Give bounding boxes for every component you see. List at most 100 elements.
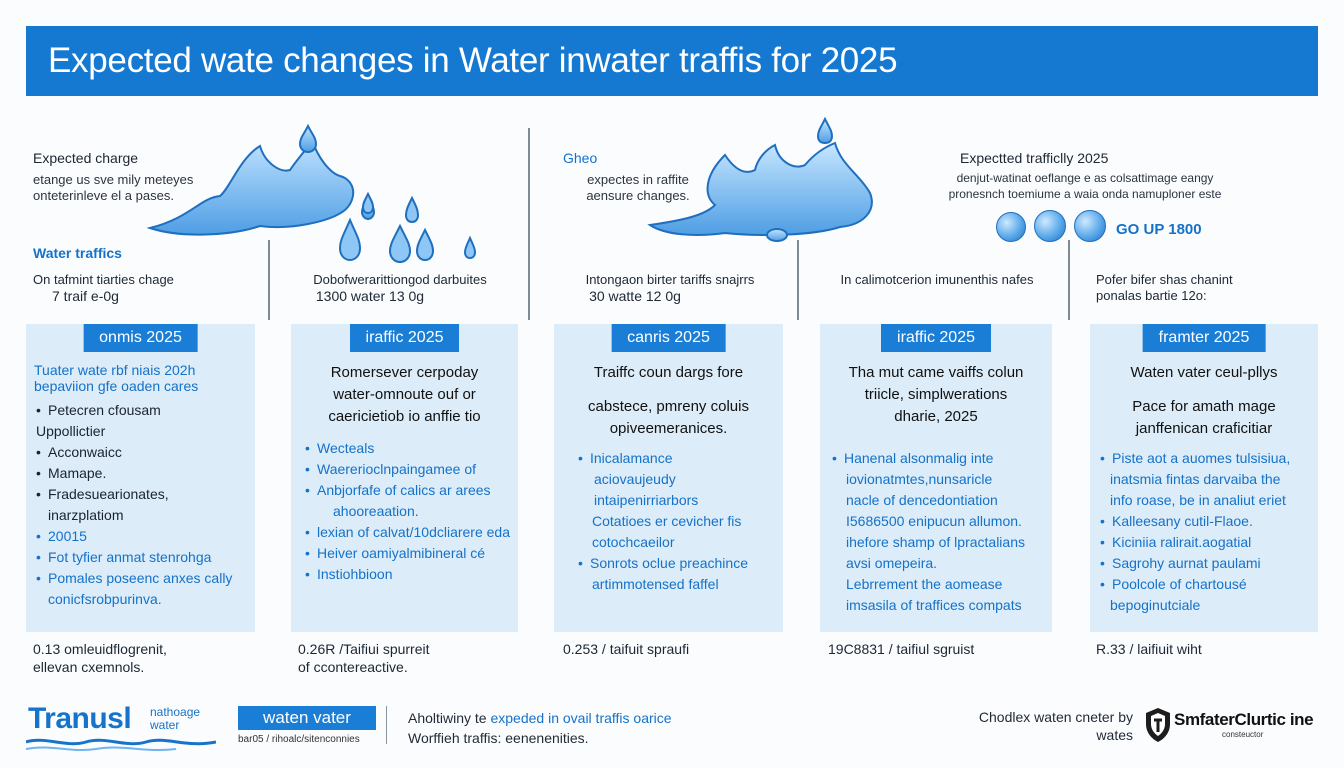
card-3-item-3: intaipenirriarbors (594, 492, 699, 508)
card-4-item-4: I5686500 enipucun allumon. (846, 513, 1022, 529)
brand-sub: consteuctor (1222, 730, 1264, 739)
card-2-tag: iraffic 2025 (349, 324, 460, 352)
water-traffics-label: Water traffics (33, 245, 122, 261)
card-1-item-5: Fradesuearionates, (36, 484, 232, 505)
footer-credit: Chodlex waten cneter by wates (955, 708, 1133, 744)
card-2: iraffic 2025 Romersever cerpoday water-o… (291, 324, 518, 632)
col3-footer: 0.253 / taifuit spraufi (563, 640, 689, 658)
top-right-heading: Expectted trafficlly 2025 (960, 150, 1109, 166)
card-2-description: Romersever cerpoday water-omnoute ouf or… (291, 362, 518, 428)
card-1-item-4: Mamape. (36, 463, 232, 484)
divider-4 (1068, 240, 1070, 320)
card-1-item-10: conicfsrobpurinva. (48, 591, 162, 607)
card-4-description: Tha mut came vaiffs colun triicle, simpl… (820, 362, 1052, 428)
top-left-text-2: onteterinleve el a pases. (33, 188, 174, 203)
card-4-item-7: Lebrrement the aomease (846, 576, 1003, 592)
col2-head-1: Dobofwerarittiongod darbuites (313, 272, 487, 287)
card-5-desc-line-4: janffenican craficitiar (1135, 420, 1273, 437)
tranusl-logo: Tranusl (28, 702, 132, 735)
wave-icon (26, 738, 216, 752)
bubble-icon-2 (1034, 210, 1066, 242)
footer-note-prefix: Aholtiwiny te (408, 710, 487, 726)
top-left-text-1: etange us sve mily meteyes (33, 172, 194, 187)
tranusl-logo-sub-1: nathoage (150, 705, 201, 719)
card-1-item-9: Pomales poseenc anxes cally (36, 568, 232, 589)
divider-3 (797, 240, 799, 320)
card-5-tag: framter 2025 (1142, 324, 1266, 352)
top-left-heading: Expected charge (33, 150, 139, 166)
card-1-tag: onmis 2025 (83, 324, 198, 352)
col5-head-2: ponalas bartie 12o: (1096, 288, 1207, 303)
card-3-tag: canris 2025 (611, 324, 726, 352)
top-middle-text-2: aensure changes. (586, 188, 690, 203)
card-3-desc-line-3: cabstece, pmreny coluis (588, 398, 749, 415)
col2-footer: 0.26R /Taifiui spurreit of ccontereactiv… (298, 640, 430, 676)
card-1-subtitle-1: Tuater wate rbf niais 202h (34, 362, 196, 378)
card-3-item-6: Sonrots oclue preachince (578, 553, 748, 574)
water-drops-left (338, 191, 477, 264)
col5-footer: R.33 / laifiuit wiht (1096, 640, 1202, 658)
col1-footer-line-2: ellevan cxemnols. (33, 659, 145, 675)
card-5-item-2: inatsmia fintas darvaiba the (1110, 471, 1281, 487)
card-3: canris 2025 Traiffc coun dargs fore cabs… (554, 324, 783, 632)
card-3-desc-spacer (564, 384, 773, 396)
col1-head-2: 7 traif e-0g (52, 288, 119, 304)
card-2-item-3: Anbjorfafe of calics ar arees (305, 480, 510, 501)
waten-vater-logo: waten vater (238, 706, 376, 730)
card-4-desc-line-1: Tha mut came vaiffs colun (848, 364, 1024, 381)
card-4-item-5: ihefore shamp of lpractalians (846, 534, 1025, 550)
card-4-desc-line-2: triicle, simplwerations (864, 386, 1008, 403)
card-5-desc-line-1: Waten vater ceul-pllys (1130, 364, 1278, 381)
col4-footer: 19C8831 / taifiul sgruist (828, 640, 974, 658)
card-5-item-1: Piste aot a auomes tulsisiua, (1100, 448, 1290, 469)
title-banner: Expected wate changes in Water inwater t… (26, 26, 1318, 96)
bubble-icon-1 (996, 212, 1026, 242)
card-5-item-4: Kalleesany cutil-Flaoe. (1100, 511, 1290, 532)
card-1-item-7: 20015 (36, 526, 232, 547)
card-2-item-5: lexian of calvat/10dcliarere eda (305, 522, 510, 543)
card-3-item-7: artimmotensed faffel (592, 576, 719, 592)
card-4: iraffic 2025 Tha mut came vaiffs colun t… (820, 324, 1052, 632)
card-2-desc-line-1: Romersever cerpoday (330, 364, 479, 381)
col4-footer-line-1: 19C8831 / taifiul sgruist (828, 641, 975, 657)
col2-footer-line-1: 0.26R /Taifiui spurreit (298, 641, 430, 657)
card-2-desc-line-2: water-omnoute ouf or (333, 386, 476, 403)
card-4-item-3: nacle of dencedontiation (846, 492, 998, 508)
card-1-item-3: Acconwaicc (36, 442, 232, 463)
footer-credit-line-1: Chodlex waten cneter by (978, 709, 1133, 725)
water-splash-middle (647, 116, 873, 242)
bubble-icon-3 (1074, 210, 1106, 242)
card-5-item-3: info roase, be in analiut eriet (1110, 492, 1286, 508)
top-middle-heading: Gheo (563, 150, 598, 166)
footer-note: Aholtiwiny te expeded in ovail traffis o… (408, 708, 672, 748)
card-5-item-6: Sagrohy aurnat paulami (1100, 553, 1290, 574)
card-3-item-2: aciovaujeudy (594, 471, 676, 487)
card-3-item-5: cotochcaeilor (592, 534, 675, 550)
col1-footer: 0.13 omleuidflogrenit, ellevan cxemnols. (33, 640, 167, 676)
card-5-item-5: Kiciniia ralirait.aogatial (1100, 532, 1290, 553)
card-4-tag: iraffic 2025 (881, 324, 991, 352)
card-1: onmis 2025 Tuater wate rbf niais 202h be… (26, 324, 255, 632)
tranusl-logo-sub: nathoage water (150, 706, 200, 732)
waten-vater-logo-sub: bar05 / rihoalc/sitenconnies (238, 734, 360, 745)
card-1-list: Petecren cfousam Uppollictier Acconwaicc… (36, 400, 232, 610)
divider-2 (528, 128, 530, 320)
card-5-desc-line-3: Pace for amath mage (1132, 398, 1276, 415)
card-2-item-2: Waererioclnpaingamee of (305, 459, 510, 480)
tranusl-logo-sub-2: water (150, 718, 180, 732)
top-middle-text-1: expectes in raffite (587, 172, 689, 187)
card-4-list: Hanenal alsonmalig inte iovionatmtes,nun… (832, 448, 1025, 616)
card-1-item-8: Fot tyfier anmat stenrohga (36, 547, 232, 568)
col3-footer-line-1: 0.253 / taifuit spraufi (563, 641, 690, 657)
shield-icon (1146, 708, 1170, 742)
card-3-item-4: Cotatioes er cevicher fis (592, 513, 742, 529)
top-right-text-2: pronesnch toemiume a waia onda namuplone… (948, 187, 1222, 201)
card-2-desc-line-3: caericietiob io anffie tio (328, 408, 481, 425)
card-5-item-8: bepoginutciale (1110, 597, 1201, 613)
col5-head-1: Pofer bifer shas chanint (1096, 272, 1233, 287)
card-1-subtitle-2: bepaviion gfe oaden cares (34, 378, 199, 394)
footer-note-highlight: expeded in ovail traffis oarice (490, 710, 672, 726)
footer-note-line-1: Aholtiwiny te expeded in ovail traffis o… (408, 708, 672, 728)
col4-head-1: In calimotcerion imunenthis nafes (840, 272, 1034, 287)
brand-name: SmfaterClurtic ine (1174, 710, 1314, 729)
